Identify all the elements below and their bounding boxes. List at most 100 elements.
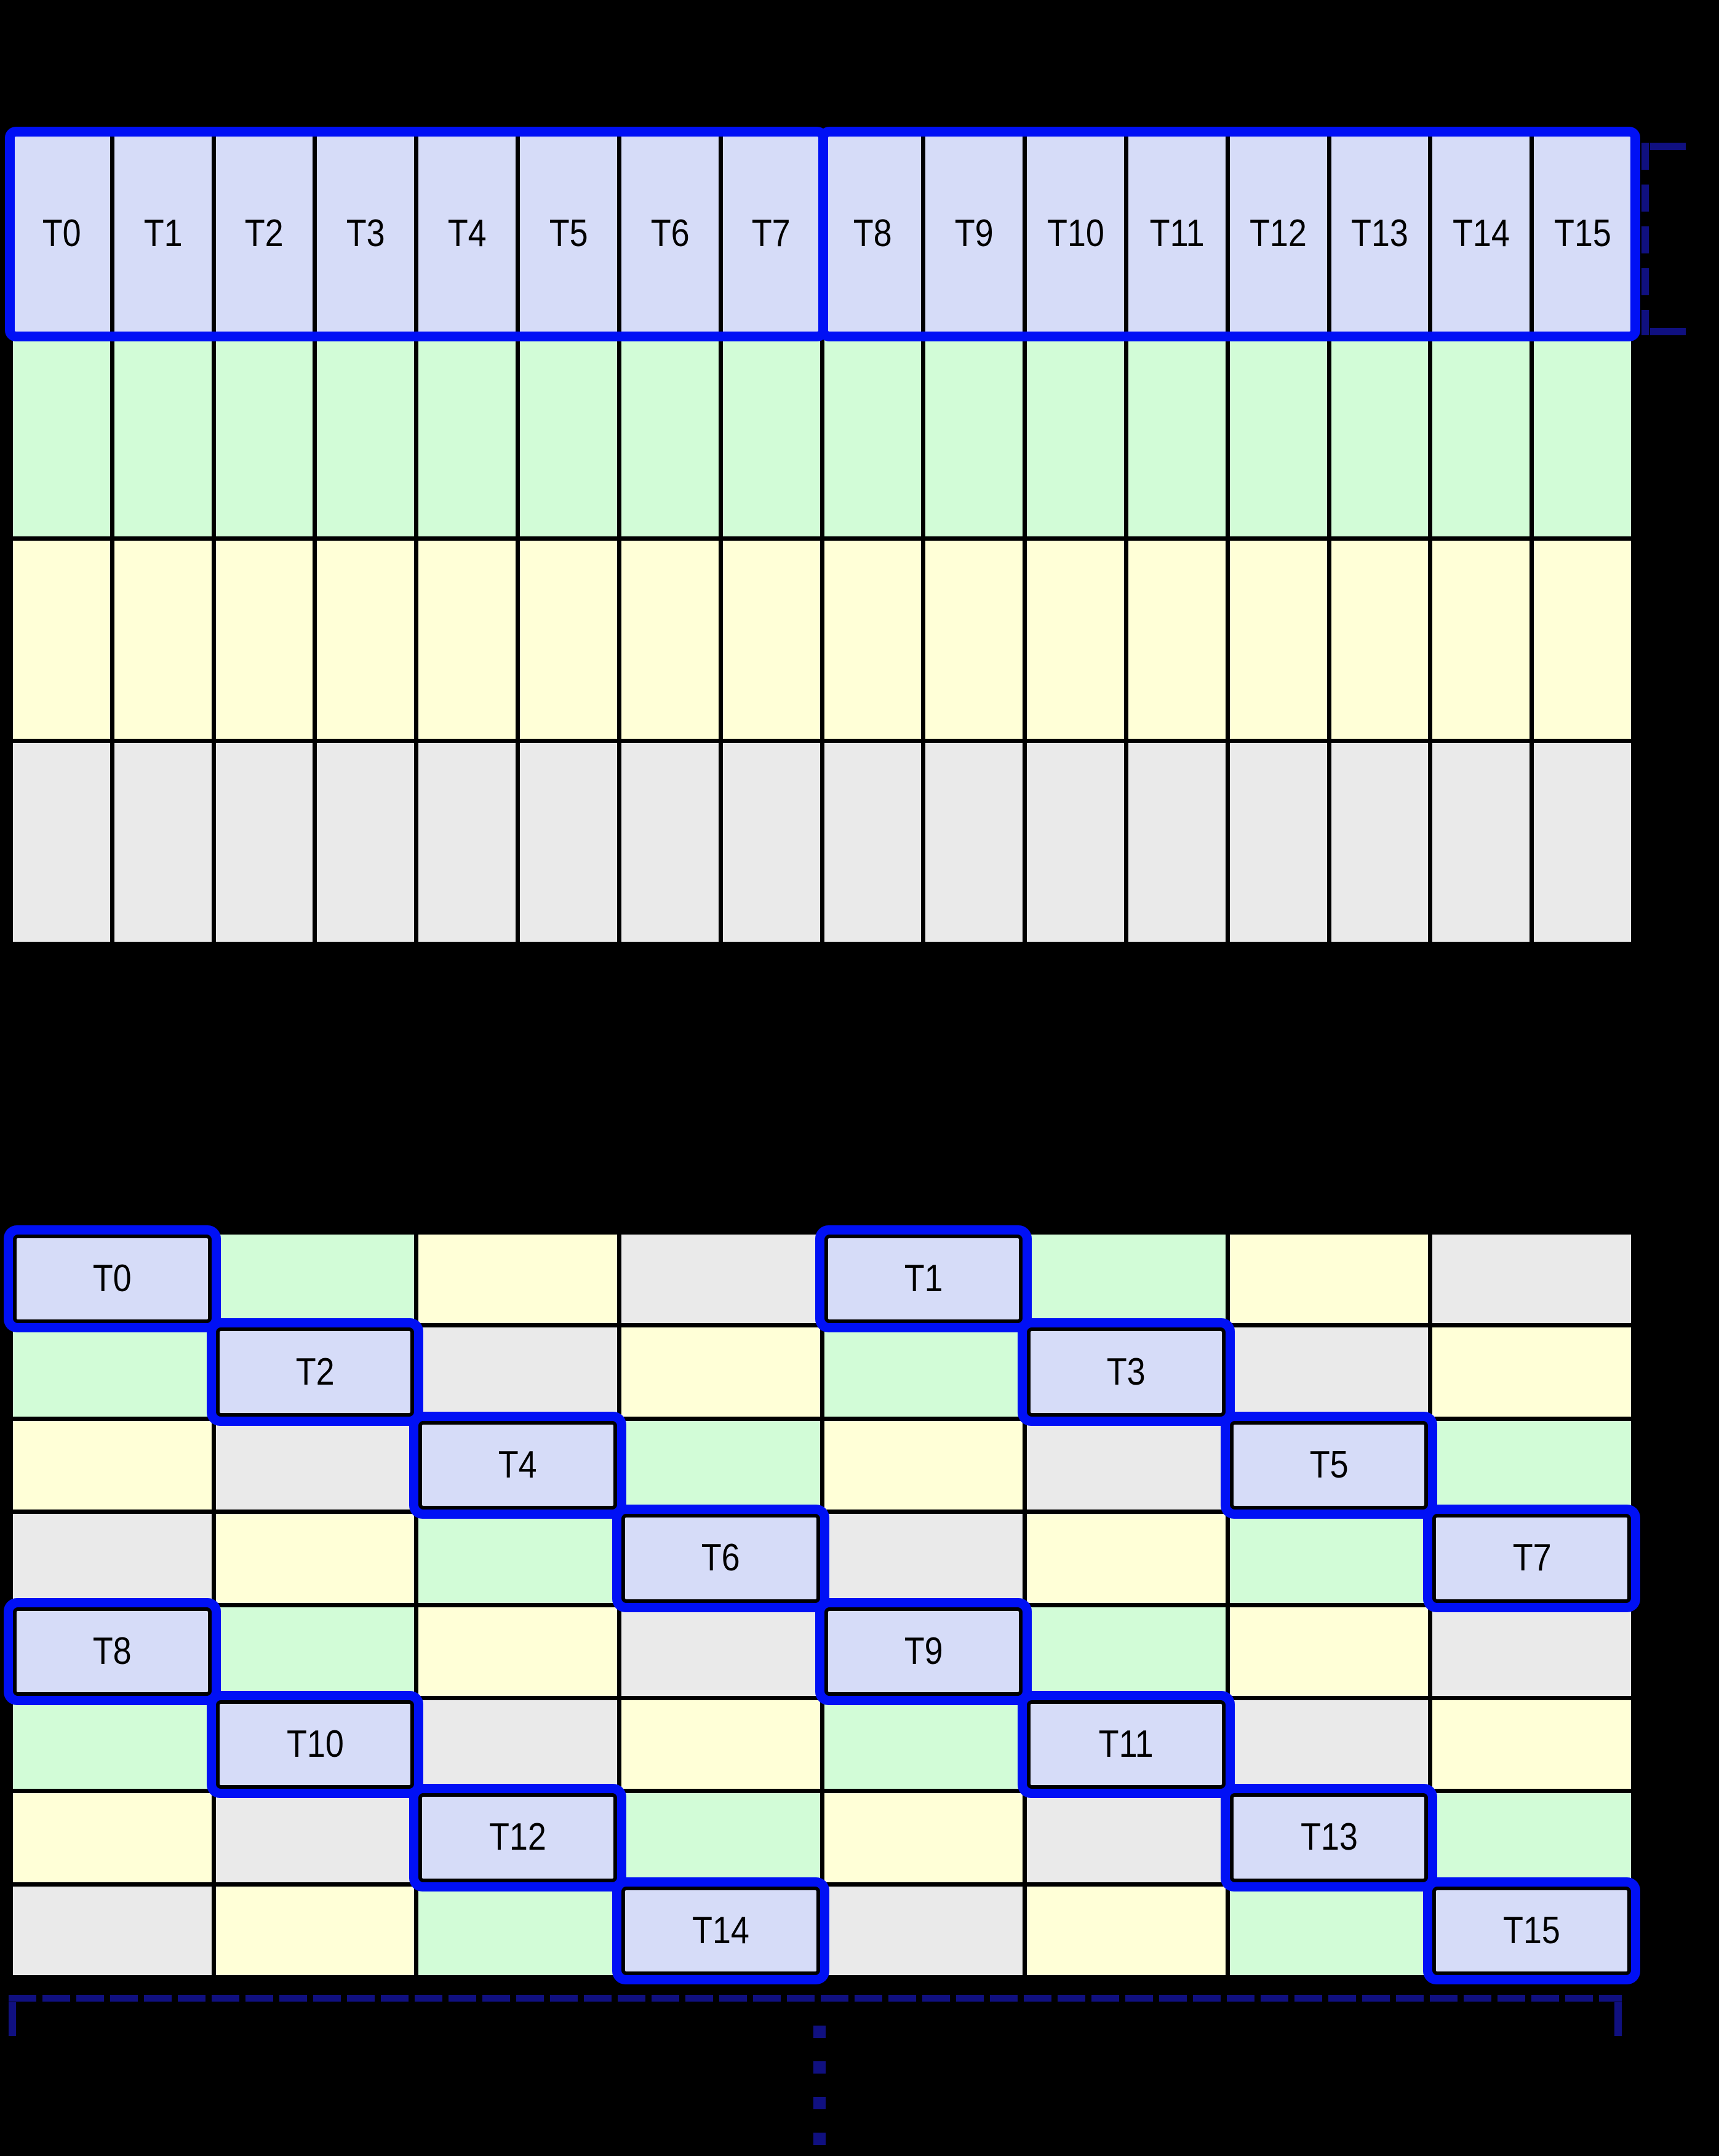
memory-cell — [1229, 1607, 1429, 1696]
memory-cell — [722, 743, 820, 942]
memory-cell — [925, 540, 1023, 739]
memory-cell — [520, 540, 617, 739]
bottom-grid: T0 T1 T2 T3 T4 T5 T6 T7 T8 T9 T10 T11 T12 T13 T14 T15 — [9, 1230, 1635, 1979]
thread-cell-t3: T3 — [1027, 1327, 1226, 1417]
memory-cell — [621, 1327, 820, 1417]
memory-cell — [215, 1235, 415, 1324]
thread-label: T12 — [1250, 212, 1307, 255]
thread-label: T1 — [143, 212, 183, 255]
thread-label: T11 — [1098, 1723, 1154, 1766]
memory-cell — [1534, 743, 1631, 942]
thread-cell-t4: T4 — [418, 1420, 617, 1510]
bracket-dashed-line — [9, 1995, 1622, 2002]
thread-label: T1 — [904, 1257, 943, 1300]
thread-cell-t11: T11 — [1027, 1700, 1226, 1789]
memory-cell — [1229, 743, 1327, 942]
memory-cell — [1027, 337, 1124, 536]
memory-cell — [824, 1514, 1023, 1603]
thread-label: T8 — [853, 212, 892, 255]
memory-cell — [621, 337, 719, 536]
memory-cell — [1229, 1235, 1429, 1324]
thread-label: T2 — [245, 212, 284, 255]
memory-cell — [1027, 1793, 1226, 1882]
memory-cell — [114, 337, 212, 536]
bracket-left-tick — [9, 2002, 16, 2036]
memory-cell — [215, 1886, 415, 1975]
memory-cell — [1027, 1235, 1226, 1324]
memory-cell — [1331, 743, 1429, 942]
thread-cell-t6: T6 — [621, 135, 719, 333]
bracket-bottom-dash — [1650, 328, 1686, 335]
thread-cell-t13: T13 — [1229, 1793, 1429, 1882]
memory-cell — [621, 1607, 820, 1696]
memory-cell — [1128, 743, 1226, 942]
thread-cell-t12: T12 — [1229, 135, 1327, 333]
thread-label: T0 — [42, 212, 81, 255]
memory-cell — [1229, 337, 1327, 536]
thread-cell-t2: T2 — [215, 1327, 415, 1417]
thread-label: T10 — [286, 1723, 344, 1766]
memory-cell — [1229, 1327, 1429, 1417]
thread-label: T3 — [346, 212, 385, 255]
thread-label: T13 — [1350, 212, 1408, 255]
thread-cell-t7: T7 — [722, 135, 820, 333]
memory-cell — [1128, 337, 1226, 536]
thread-label: T9 — [954, 212, 994, 255]
memory-cell — [1432, 1327, 1631, 1417]
memory-cell — [824, 540, 922, 739]
thread-cell-t12: T12 — [418, 1793, 617, 1882]
memory-cell — [1128, 540, 1226, 739]
thread-cell-t11: T11 — [1128, 135, 1226, 333]
header-row-bracket — [1641, 143, 1688, 335]
memory-cell — [1432, 743, 1530, 942]
bottom-span-bracket — [9, 1995, 1622, 2038]
memory-cell — [621, 743, 719, 942]
memory-cell — [418, 1700, 617, 1789]
thread-cell-t1: T1 — [824, 1235, 1023, 1324]
memory-cell — [824, 1327, 1023, 1417]
thread-cell-t5: T5 — [1229, 1420, 1429, 1510]
memory-cell — [418, 743, 516, 942]
thread-cell-t9: T9 — [824, 1607, 1023, 1696]
memory-cell — [13, 1514, 212, 1603]
memory-cell — [621, 1420, 820, 1510]
memory-cell — [1027, 1607, 1226, 1696]
memory-cell — [215, 743, 313, 942]
memory-cell — [13, 1420, 212, 1510]
memory-cell — [1229, 540, 1327, 739]
memory-cell — [1331, 337, 1429, 536]
memory-cell — [13, 743, 110, 942]
memory-cell — [418, 1327, 617, 1417]
thread-cell-t5: T5 — [520, 135, 617, 333]
memory-cell — [114, 743, 212, 942]
thread-cell-t10: T10 — [215, 1700, 415, 1789]
memory-cell — [13, 337, 110, 536]
thread-label: T14 — [692, 1909, 749, 1952]
memory-cell — [418, 1607, 617, 1696]
thread-label: T2 — [295, 1350, 335, 1393]
memory-cell — [1229, 1700, 1429, 1789]
memory-cell — [1432, 1793, 1631, 1882]
thread-label: T11 — [1149, 212, 1205, 255]
memory-cell — [317, 743, 415, 942]
thread-label: T3 — [1106, 1350, 1146, 1393]
thread-label: T15 — [1553, 212, 1611, 255]
memory-cell — [13, 1327, 212, 1417]
memory-cell — [1229, 1886, 1429, 1975]
memory-cell — [824, 1700, 1023, 1789]
thread-cell-t14: T14 — [621, 1886, 820, 1975]
memory-cell — [418, 1514, 617, 1603]
memory-cell — [1027, 1886, 1226, 1975]
memory-cell — [215, 1793, 415, 1882]
memory-cell — [925, 743, 1023, 942]
memory-cell — [621, 1793, 820, 1882]
thread-label: T6 — [650, 212, 690, 255]
memory-cell — [1534, 540, 1631, 739]
thread-cell-t0: T0 — [13, 135, 110, 333]
thread-label: T7 — [1512, 1537, 1552, 1580]
memory-cell — [13, 1886, 212, 1975]
memory-cell — [621, 1235, 820, 1324]
memory-cell — [215, 1514, 415, 1603]
thread-cell-t8: T8 — [824, 135, 922, 333]
